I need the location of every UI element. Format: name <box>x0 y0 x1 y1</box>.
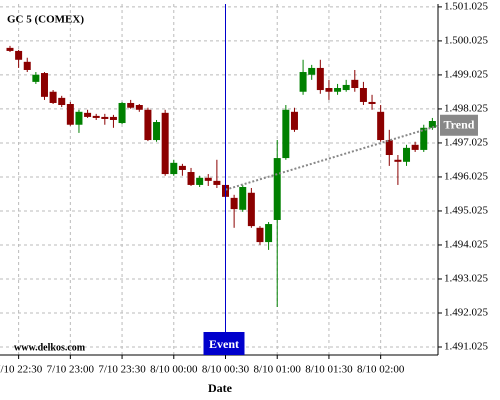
candle-body <box>213 180 221 185</box>
x-tick-label: 7/10 23:30 <box>98 364 146 376</box>
candle-body <box>368 101 376 104</box>
candle-body <box>15 50 23 60</box>
candle-body <box>118 102 126 124</box>
candle-body <box>187 172 195 185</box>
candle-body <box>75 111 83 125</box>
event-label-box <box>203 332 245 355</box>
candle-body <box>325 88 333 92</box>
trend-label-box <box>440 114 478 136</box>
candle-body <box>32 74 40 82</box>
candle-body <box>204 177 212 181</box>
candle-body <box>265 224 273 243</box>
candle-body <box>144 109 152 141</box>
candle-body <box>239 186 247 210</box>
x-tick-label: 8/10 01:00 <box>254 364 302 376</box>
y-tick-label: 1.496.025 <box>444 170 489 182</box>
candle-body <box>403 147 411 162</box>
candle-body <box>40 73 48 97</box>
candle-body <box>153 122 161 141</box>
candle-body <box>256 227 264 243</box>
y-tick-label: 1.491.025 <box>444 341 489 353</box>
candle-body <box>6 47 14 51</box>
candle-body <box>377 111 385 141</box>
candle-body <box>299 72 307 92</box>
candle-body <box>196 177 204 185</box>
candle-body <box>282 109 290 159</box>
x-axis-title: Date <box>208 381 233 395</box>
y-tick-label: 1.500.025 <box>444 34 489 46</box>
candle-body <box>135 105 143 110</box>
y-tick-label: 1.493.025 <box>444 273 489 285</box>
candle-body <box>290 111 298 130</box>
candle-body <box>351 79 359 89</box>
candle-body <box>49 91 57 103</box>
candle-body <box>161 112 169 175</box>
trend-label: Trend <box>444 118 475 132</box>
y-tick-label: 1.498.025 <box>444 102 489 114</box>
candle-body <box>109 116 117 120</box>
event-label: Event <box>209 337 239 351</box>
candle-body <box>23 61 31 70</box>
candle-body <box>178 165 186 170</box>
candle-body <box>273 158 281 220</box>
candle-body <box>334 88 342 92</box>
candle-body <box>428 121 436 128</box>
x-tick-label: 8/10 01:30 <box>305 364 353 376</box>
x-tick-label: 7/10 23:00 <box>47 364 95 376</box>
watermark: www.delkos.com <box>14 342 86 353</box>
y-tick-label: 1.492.025 <box>444 307 489 319</box>
y-tick-label: 1.497.025 <box>444 136 489 148</box>
candle-body <box>420 127 428 150</box>
candle-body <box>342 84 350 91</box>
candle-body <box>101 116 109 119</box>
candle-body <box>385 140 393 156</box>
candle-body <box>66 103 74 125</box>
x-tick-label: 7/10 22:30 <box>0 364 43 376</box>
candle-body <box>359 88 367 102</box>
candle-body <box>170 162 178 175</box>
x-tick-label: 8/10 00:30 <box>202 364 250 376</box>
x-tick-label: 8/10 02:00 <box>357 364 405 376</box>
candle-body <box>247 192 255 227</box>
y-tick-label: 1.494.025 <box>444 239 489 251</box>
y-tick-label: 1.495.025 <box>444 204 489 216</box>
candle-body <box>92 115 100 118</box>
candle-body <box>316 67 324 91</box>
candle-body <box>394 159 402 162</box>
candle-body <box>230 197 238 210</box>
candle-body <box>58 97 66 106</box>
x-tick-label: 8/10 00:00 <box>150 364 198 376</box>
y-tick-label: 1.501.025 <box>444 0 489 12</box>
candle-body <box>127 102 135 108</box>
trend-line <box>225 124 439 191</box>
candle-body <box>308 67 316 75</box>
chart-title: GC 5 (COMEX) <box>7 14 84 26</box>
candle-body <box>411 144 419 150</box>
candle-body <box>84 112 92 117</box>
y-tick-label: 1.499.025 <box>444 68 489 80</box>
